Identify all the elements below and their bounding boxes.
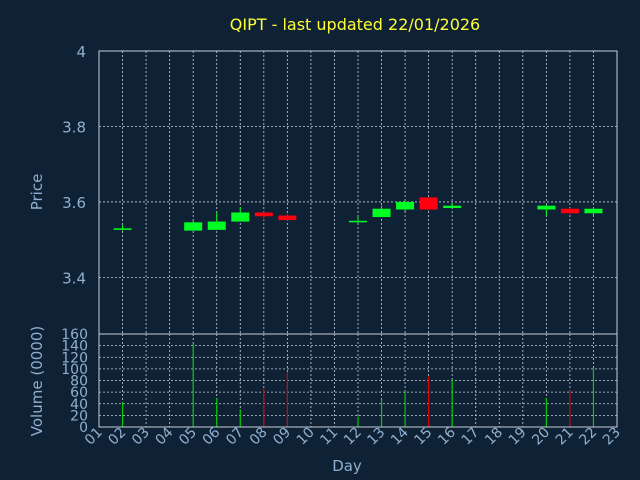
candle-body — [396, 201, 415, 210]
candle-body — [184, 222, 203, 231]
candle-05 — [184, 220, 203, 231]
volume-tick-label: 40 — [70, 397, 88, 413]
candle-body — [537, 205, 556, 210]
candle-06 — [207, 212, 226, 230]
volume-bars — [121, 343, 595, 427]
candle-body — [113, 228, 132, 230]
candle-body — [419, 197, 438, 210]
candle-22 — [584, 207, 603, 217]
volume-tick-label: 140 — [61, 339, 88, 355]
price-tick-labels: 3.4 3.6 3.8 4 — [62, 43, 86, 287]
candle-15 — [419, 197, 438, 211]
candle-body — [584, 208, 603, 214]
chart-title: QIPT - last updated 22/01/2026 — [230, 15, 480, 34]
price-tick-label: 3.8 — [62, 118, 86, 136]
candle-20 — [537, 204, 556, 217]
candle-12 — [349, 216, 367, 224]
candle-07 — [231, 207, 250, 222]
volume-tick-label: 100 — [61, 362, 88, 378]
candles — [113, 197, 603, 231]
candle-14 — [396, 200, 415, 211]
volume-axis-title: Volume (0000) — [28, 326, 46, 436]
candle-09 — [278, 214, 297, 221]
candle-body — [443, 205, 462, 208]
candle-21 — [560, 207, 579, 215]
candle-body — [349, 220, 367, 223]
volume-tick-label: 160 — [61, 327, 88, 343]
candle-body — [254, 212, 273, 217]
x-tick-labels: 01 02 03 04 05 06 07 08 09 10 11 12 13 14 15 16 17 18 19 20… — [82, 424, 624, 448]
price-tick-label: 3.4 — [62, 269, 86, 287]
candle-body — [560, 208, 579, 214]
price-tick-label: 3.6 — [62, 194, 86, 212]
volume-tick-label: 120 — [61, 350, 88, 366]
candle-08 — [254, 211, 273, 221]
candle-body — [278, 215, 297, 221]
volume-tick-label: 80 — [70, 374, 88, 390]
candle-13 — [372, 205, 391, 218]
candle-02 — [113, 225, 132, 231]
candle-16 — [443, 203, 462, 209]
volume-plot-frame — [98, 333, 618, 428]
price-grid — [99, 51, 617, 334]
x-axis-title: Day — [332, 457, 362, 475]
price-axis-title: Price — [28, 174, 46, 211]
price-tick-label: 4 — [76, 43, 86, 61]
candle-body — [372, 208, 391, 218]
volume-tick-label: 60 — [70, 385, 88, 401]
candle-body — [231, 212, 250, 222]
volume-tick-label: 20 — [70, 408, 88, 424]
candle-body — [207, 221, 226, 230]
volume-tick-label: 0 — [79, 420, 88, 436]
